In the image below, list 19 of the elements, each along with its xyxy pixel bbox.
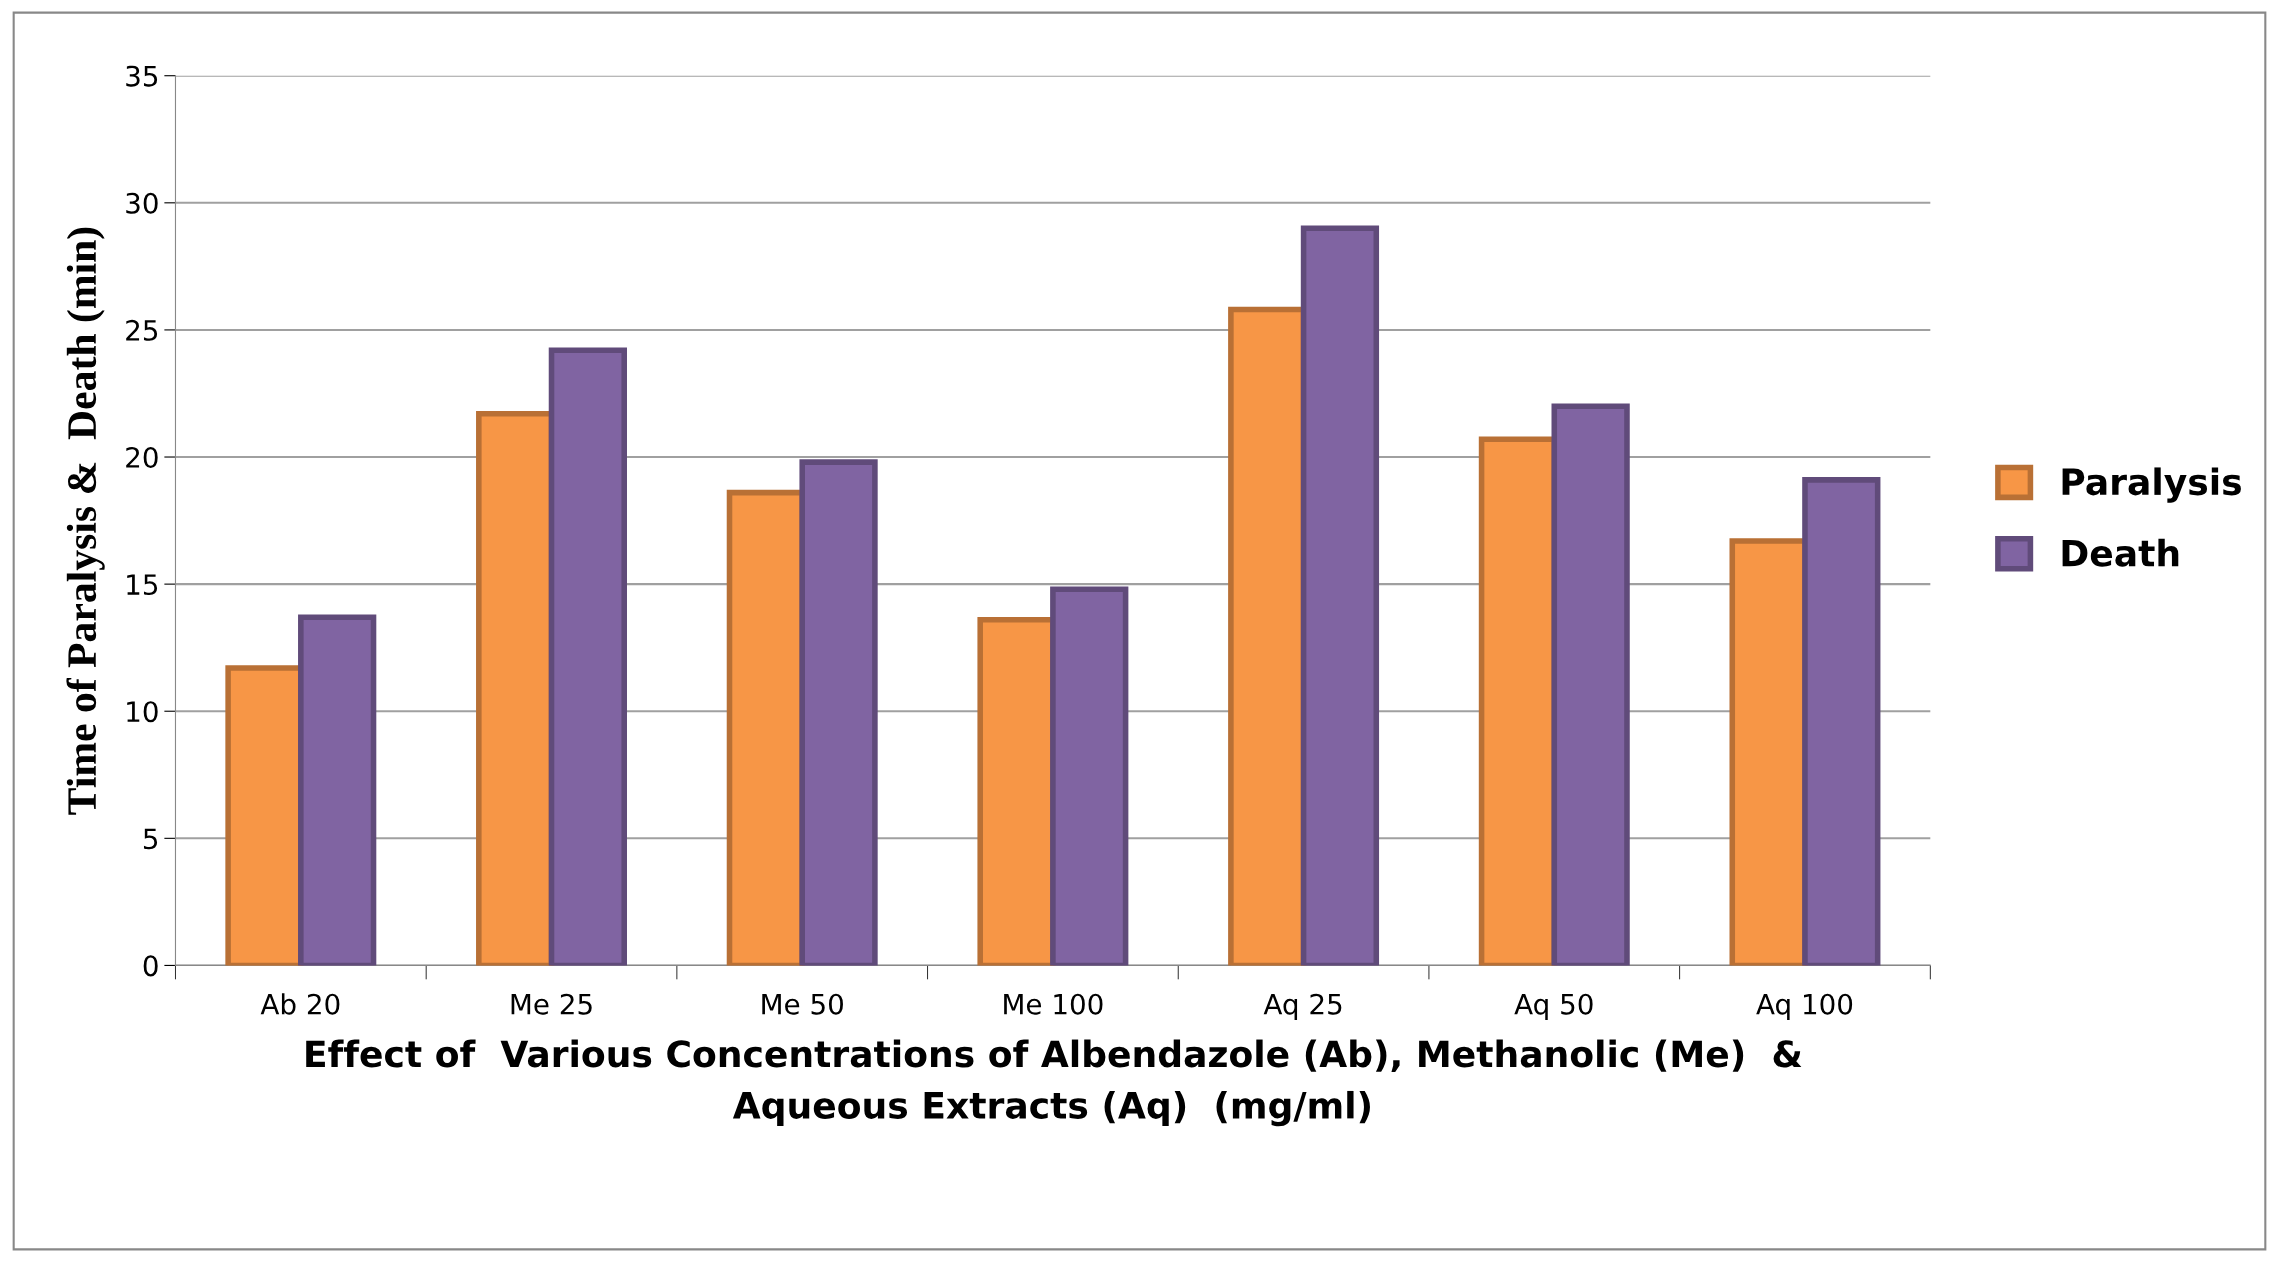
x-tick-label: Aq 50: [1514, 993, 1593, 1021]
y-axis-title: Time of Paralysis & Death (min): [66, 227, 105, 815]
x-axis-title: Effect of Various Concentrations of Albendazole (Ab), Methanolic (Me) & Aqueous Extracts (Aq) (mg/ml): [306, 1039, 1802, 1127]
y-tick-label: 10: [127, 701, 158, 723]
x-tick-label: Me 100: [1004, 993, 1103, 1015]
y-tick-label: 20: [126, 446, 158, 468]
legend-label: Paralysis: [2062, 467, 2241, 503]
y-tick-label: 15: [127, 574, 158, 596]
y-tick-label: 35: [126, 65, 158, 87]
y-tick-label: 30: [126, 192, 158, 214]
x-tick-label: Aq 100: [1756, 993, 1853, 1021]
y-tick-label: 5: [143, 828, 158, 850]
y-tick-label: 25: [126, 319, 158, 341]
x-tick-label: Me 50: [762, 993, 843, 1015]
x-tick-label: Ab 20: [260, 993, 340, 1015]
y-tick-label: 0: [143, 955, 158, 977]
x-tick-label: Me 25: [511, 993, 592, 1015]
legend-label: Death: [2062, 538, 2179, 567]
x-tick-label: Aq 25: [1263, 993, 1342, 1021]
